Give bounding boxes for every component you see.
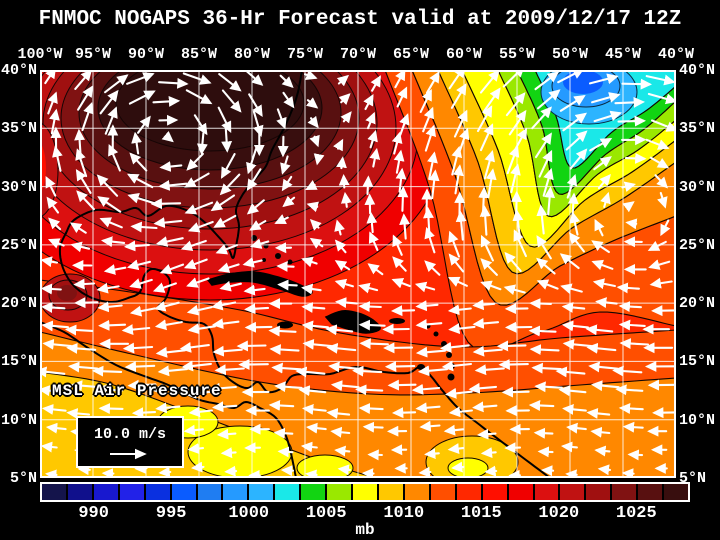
lat-label-right: 35°N [679, 120, 716, 138]
colorbar-cell [508, 484, 535, 500]
colorbar-tick-label: 1020 [538, 504, 580, 523]
lat-label-left: 20°N [0, 295, 37, 313]
colorbar-tick-label: 1025 [615, 504, 657, 523]
colorbar-cell [456, 484, 483, 500]
colorbar-tick-label: 1000 [228, 504, 270, 523]
colorbar-cell [119, 484, 146, 500]
colorbar-tick-label: 1005 [305, 504, 347, 523]
lat-label-left: 10°N [0, 411, 37, 429]
lat-label-right: 10°N [679, 411, 716, 429]
lat-label-left: 35°N [0, 120, 37, 138]
lon-label: 60°W [445, 46, 482, 63]
colorbar-tick-label: 995 [155, 504, 187, 523]
pressure-colorbar [40, 482, 690, 502]
colorbar-cell [145, 484, 172, 500]
lat-label-left: 30°N [0, 178, 37, 196]
lat-label-left: 25°N [0, 236, 37, 254]
lon-label: 75°W [286, 46, 323, 63]
lat-label-right: 25°N [679, 236, 716, 254]
colorbar-cell [249, 484, 276, 500]
colorbar-cell [353, 484, 379, 500]
lat-label-right: 30°N [679, 178, 716, 196]
lat-label-right: 20°N [679, 295, 716, 313]
colorbar-cell [482, 484, 509, 500]
lat-label-left: 40°N [0, 62, 37, 79]
map-frame [40, 70, 676, 478]
colorbar-cell [586, 484, 613, 500]
colorbar-cell [67, 484, 94, 500]
lon-label: 90°W [127, 46, 164, 63]
colorbar-cell [171, 484, 198, 500]
colorbar-cell [638, 484, 665, 500]
lon-label: 85°W [180, 46, 217, 63]
lat-label-left: 5°N [9, 470, 37, 487]
colorbar-cell [404, 484, 431, 500]
lon-label: 55°W [498, 46, 535, 63]
colorbar-tick-label: 1010 [383, 504, 425, 523]
lon-label: 45°W [604, 46, 641, 63]
lat-label-right: 40°N [679, 62, 716, 79]
colorbar-cell [301, 484, 328, 500]
lat-label-left: 15°N [0, 353, 37, 371]
wind-scale-legend: 10.0 m/s [76, 416, 184, 468]
colorbar-cell [42, 484, 68, 500]
colorbar-cell [430, 484, 457, 500]
lon-label: 100°W [17, 46, 63, 63]
pressure-field-canvas [40, 70, 676, 478]
lon-label: 50°W [551, 46, 588, 63]
pressure-map: MSL Air Pressure 10.0 m/s [40, 70, 676, 478]
colorbar-cell [327, 484, 354, 500]
colorbar-cell [560, 484, 587, 500]
colorbar-cell [275, 484, 302, 500]
lon-label: 95°W [74, 46, 111, 63]
wind-scale-value: 10.0 m/s [93, 426, 166, 443]
colorbar-cell [223, 484, 250, 500]
page-title: FNMOC NOGAPS 36-Hr Forecast valid at 200… [38, 8, 682, 31]
colorbar-cell [93, 484, 120, 500]
colorbar-cell [197, 484, 224, 500]
colorbar-unit: mb [355, 521, 375, 539]
colorbar-cell [378, 484, 405, 500]
colorbar-tick-label: 990 [78, 504, 109, 523]
colorbar-cell [534, 484, 561, 500]
lon-label: 70°W [339, 46, 376, 63]
colorbar-cell [664, 484, 689, 500]
colorbar-cell [612, 484, 639, 500]
wind-arrows [40, 70, 676, 478]
colorbar-tick-label: 1015 [460, 504, 502, 523]
wind-scale-arrow-icon [110, 448, 147, 460]
lat-label-right: 15°N [679, 353, 716, 371]
field-label: MSL Air Pressure [52, 382, 222, 400]
lon-label: 40°W [657, 46, 694, 63]
lon-label: 65°W [392, 46, 429, 63]
lon-label: 80°W [233, 46, 270, 63]
